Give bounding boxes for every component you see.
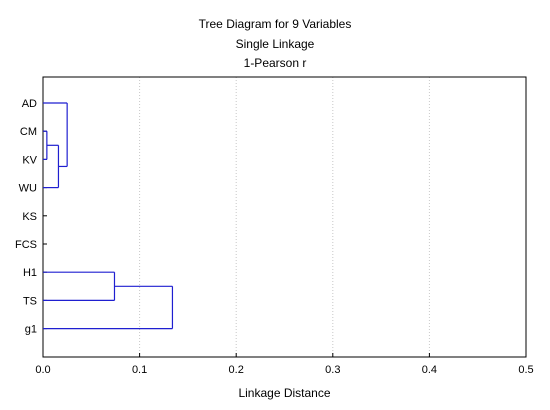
- chart-subtitle-measure: 1-Pearson r: [243, 56, 307, 70]
- leaf-label: AD: [22, 98, 37, 110]
- x-tick-label: 0.2: [229, 364, 244, 376]
- chart-subtitle-linkage: Single Linkage: [235, 37, 315, 51]
- x-tick-label: 0.3: [325, 364, 340, 376]
- x-tick-label: 0.0: [35, 364, 50, 376]
- leaf-label: FCS: [15, 239, 37, 251]
- leaf-label: TS: [23, 295, 37, 307]
- chart-title: Tree Diagram for 9 Variables: [198, 17, 352, 31]
- leaf-label: H1: [23, 267, 37, 279]
- leaf-label: WU: [19, 183, 37, 195]
- leaf-label: CM: [20, 126, 37, 138]
- plot-border: [42, 76, 527, 358]
- x-tick-label: 0.5: [518, 364, 533, 376]
- x-axis-label: Linkage Distance: [238, 386, 330, 400]
- leaf-label: KV: [22, 154, 37, 166]
- leaf-label: g1: [25, 324, 37, 336]
- leaf-label: KS: [22, 211, 37, 223]
- x-tick-label: 0.1: [132, 364, 147, 376]
- x-tick-label: 0.4: [422, 364, 437, 376]
